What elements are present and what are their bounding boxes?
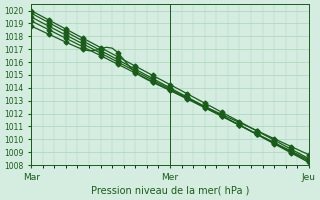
X-axis label: Pression niveau de la mer( hPa ): Pression niveau de la mer( hPa ) — [91, 186, 249, 196]
